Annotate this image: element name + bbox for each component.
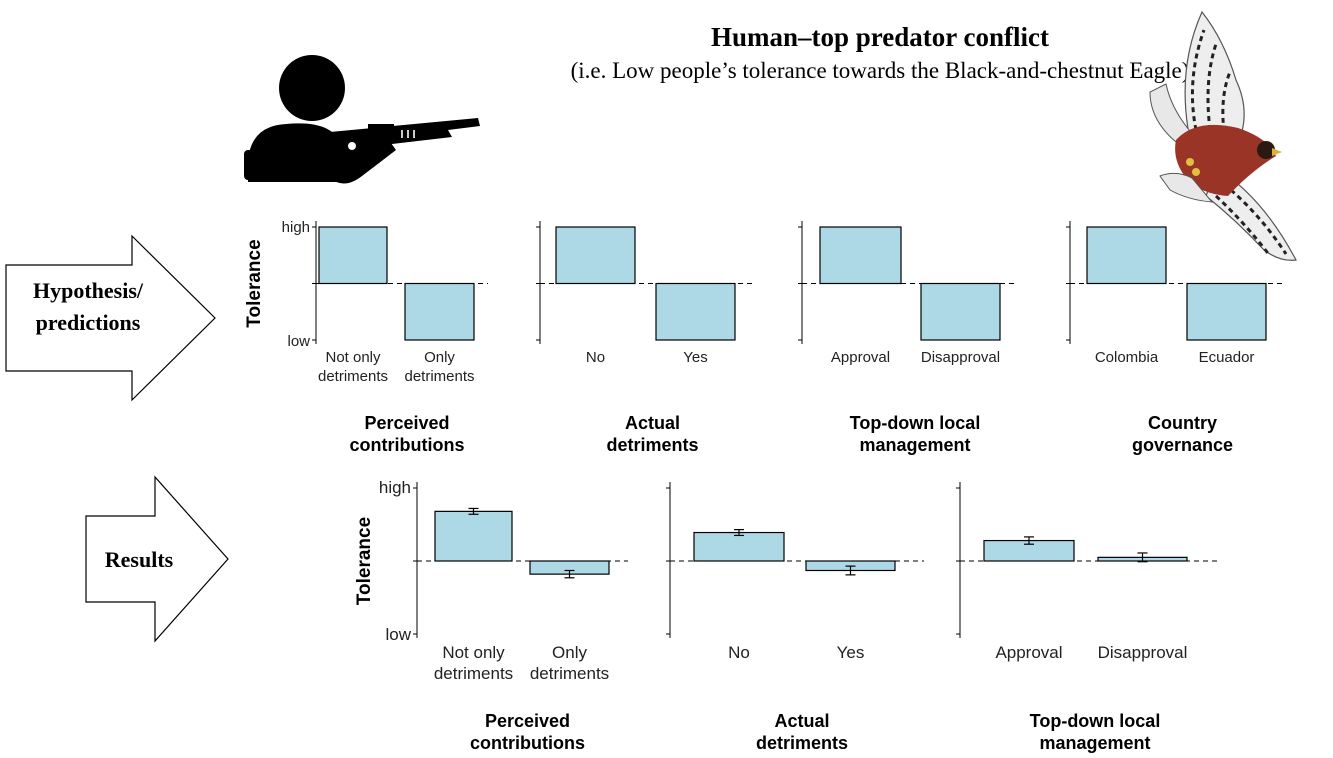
chart-panel-3: Approval Disapproval Top-down local managem…	[798, 221, 1018, 455]
panel-title: Country governance	[1132, 413, 1233, 455]
panel-title: Top-down local management	[1030, 711, 1161, 753]
x-tick-label-1-line: Approval	[995, 643, 1062, 662]
x-tick-label-2-line: Only	[552, 643, 587, 662]
panel-title-line: Country	[1148, 413, 1217, 433]
x-tick-label-2: Yes	[683, 349, 707, 366]
panel-title-line: governance	[1132, 435, 1233, 455]
y-tick-label-low: low	[385, 625, 411, 644]
row-arrow-results: Results	[85, 475, 229, 643]
chart-panel-1: high low Tolerance Not only detriments Only de…	[244, 219, 488, 455]
panel-title-line: Perceived	[485, 711, 570, 731]
panel-title: Perceived contributions	[470, 711, 585, 753]
x-tick-label-1-line: Approval	[831, 349, 890, 366]
x-tick-label-1-line: detriments	[318, 368, 388, 385]
bar-2	[1186, 282, 1267, 341]
bar-1	[819, 226, 902, 285]
x-tick-label-2-line: Ecuador	[1199, 349, 1255, 366]
bar-2	[920, 282, 1001, 341]
hunter-with-rifle-icon	[244, 55, 480, 184]
panel-title-line: Actual	[625, 413, 680, 433]
x-tick-label-2-line: Yes	[683, 349, 707, 366]
panel-title-line: contributions	[350, 435, 465, 455]
bar-1	[1086, 226, 1167, 285]
panel-title-line: management	[1039, 733, 1150, 753]
x-tick-label-1: Not only detriments	[434, 643, 513, 683]
x-tick-label-1-line: Not only	[325, 349, 381, 366]
x-tick-label-1-line: Not only	[442, 643, 505, 662]
x-tick-label-2: Ecuador	[1199, 349, 1255, 366]
row-label-line: predictions	[36, 310, 141, 335]
x-tick-label-2: Only detriments	[530, 643, 609, 683]
x-tick-label-1: Not only detriments	[318, 349, 388, 385]
chart-panel-4: Colombia Ecuador Country governance	[1066, 221, 1285, 455]
x-tick-label-2: Disapproval	[921, 349, 1000, 366]
y-tick-label-high: high	[282, 219, 310, 236]
x-tick-label-2-line: Yes	[837, 643, 865, 662]
x-tick-label-2-line: Disapproval	[921, 349, 1000, 366]
panel-title: Perceived contributions	[350, 413, 465, 455]
chart-panel-2: No Yes Actual detriments	[536, 221, 755, 455]
bar-2	[655, 282, 736, 341]
bar-1	[693, 531, 785, 562]
x-tick-label-1-line: detriments	[434, 664, 513, 683]
x-tick-label-2: Disapproval	[1098, 643, 1188, 662]
panel-title-line: Top-down local	[850, 413, 981, 433]
row-label-hypothesis: Hypothesis/predictions	[33, 278, 144, 335]
x-tick-label-2-line: Disapproval	[1098, 643, 1188, 662]
bar-1	[555, 226, 636, 285]
figure-subtitle: (i.e. Low people’s tolerance towards the…	[570, 58, 1190, 83]
x-tick-label-1-line: No	[728, 643, 750, 662]
bar-1	[434, 510, 513, 562]
chart-panel-5: high low Tolerance Not only detriments Only de…	[354, 478, 628, 753]
chart-panel-6: No Yes Actual detriments	[666, 482, 924, 753]
panel-title-line: detriments	[606, 435, 698, 455]
x-tick-label-1: No	[728, 643, 750, 662]
x-tick-label-2-line: detriments	[530, 664, 609, 683]
x-tick-label-1: Approval	[995, 643, 1062, 662]
x-tick-label-2-line: Only	[424, 349, 455, 366]
y-axis-title: Tolerance	[244, 239, 265, 327]
panel-title-line: Actual	[774, 711, 829, 731]
x-tick-label-1: Approval	[831, 349, 890, 366]
figure-title: Human–top predator conflict	[710, 22, 1049, 52]
x-tick-label-2: Yes	[837, 643, 865, 662]
panel-title: Top-down local management	[850, 413, 981, 455]
panel-title-line: management	[859, 435, 970, 455]
x-tick-label-2-line: detriments	[404, 368, 474, 385]
y-tick-label-low: low	[287, 333, 310, 350]
x-tick-label-2: Only detriments	[404, 349, 474, 385]
x-tick-label-1-line: Colombia	[1095, 349, 1159, 366]
x-tick-label-1-line: No	[586, 349, 605, 366]
row-label-line: Hypothesis/	[33, 278, 144, 303]
panel-title-line: detriments	[756, 733, 848, 753]
panel-title-line: Top-down local	[1030, 711, 1161, 731]
black-and-chestnut-eagle-icon	[1149, 10, 1297, 261]
y-tick-label-high: high	[379, 478, 411, 497]
panel-title-line: Perceived	[364, 413, 449, 433]
x-tick-label-1: No	[586, 349, 605, 366]
chart-panel-7: Approval Disapproval Top-down local managem…	[956, 482, 1220, 753]
panel-title: Actual detriments	[756, 711, 848, 753]
chart-panels: high low Tolerance Not only detriments Only de…	[244, 219, 1285, 753]
x-tick-label-1: Colombia	[1095, 349, 1159, 366]
panel-title: Actual detriments	[606, 413, 698, 455]
panel-title-line: contributions	[470, 733, 585, 753]
bar-2	[404, 282, 475, 341]
row-label-line: Results	[105, 547, 174, 572]
bar-1	[318, 226, 388, 285]
row-label-results: Results	[105, 547, 174, 572]
row-arrow-hypothesis: Hypothesis/predictions	[5, 234, 216, 402]
y-axis-title: Tolerance	[354, 517, 375, 605]
